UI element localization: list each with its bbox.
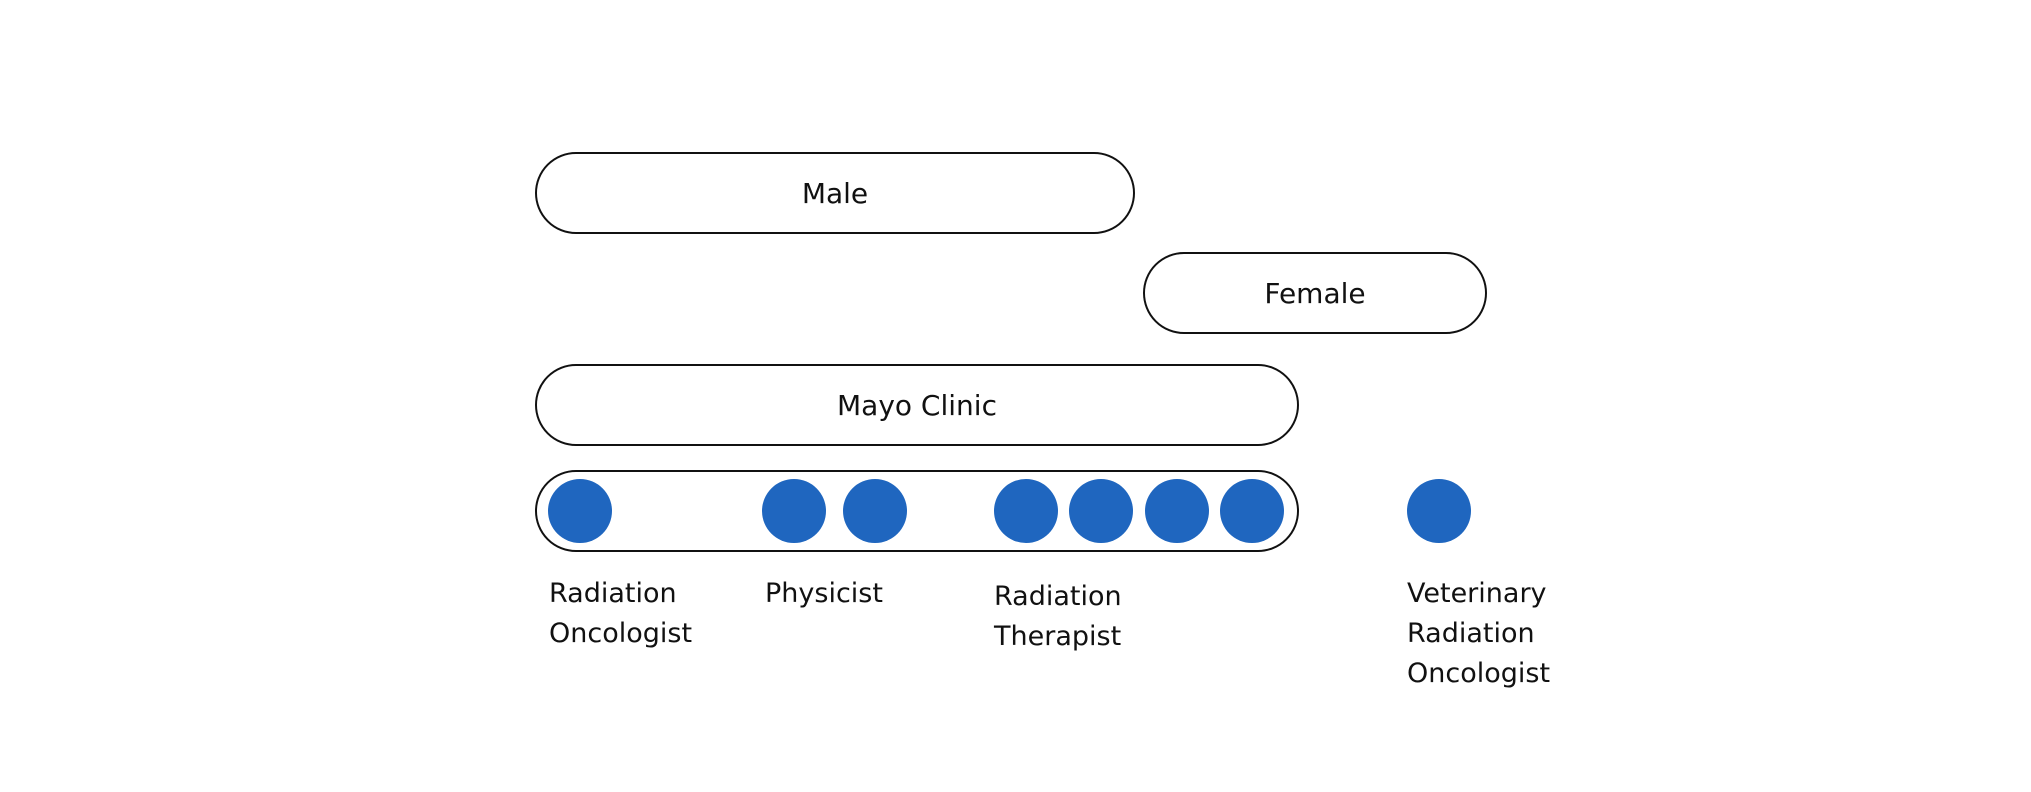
- role-label-line: Radiation: [1407, 618, 1535, 649]
- role-label-line: Oncologist: [1407, 658, 1551, 689]
- role-label-line: Physicist: [765, 578, 883, 609]
- person-dot-radiation-therapist: [1220, 479, 1284, 543]
- role-label-veterinary-radiation-oncologist: Veterinary Radiation Oncologist: [1407, 574, 1550, 694]
- person-dot-radiation-therapist: [1069, 479, 1133, 543]
- role-label-line: Radiation: [994, 581, 1122, 612]
- person-dot-veterinary-radiation-oncologist: [1407, 479, 1471, 543]
- person-dot-radiation-oncologist: [548, 479, 612, 543]
- mayo-clinic-group-pill: Mayo Clinic: [535, 364, 1299, 446]
- role-label-line: Oncologist: [549, 618, 693, 649]
- person-dot-physicist: [762, 479, 826, 543]
- person-dot-radiation-therapist: [1145, 479, 1209, 543]
- role-label-physicist: Physicist: [765, 574, 883, 614]
- role-label-line: Radiation: [549, 578, 677, 609]
- female-group-pill: Female: [1143, 252, 1487, 334]
- person-dot-radiation-therapist: [994, 479, 1058, 543]
- male-group-pill: Male: [535, 152, 1135, 234]
- role-label-radiation-therapist: Radiation Therapist: [994, 577, 1122, 657]
- person-dot-physicist: [843, 479, 907, 543]
- male-group-label: Male: [801, 176, 869, 210]
- role-label-line: Therapist: [994, 621, 1122, 652]
- role-label-radiation-oncologist: Radiation Oncologist: [549, 574, 692, 654]
- role-label-line: Veterinary: [1407, 578, 1547, 609]
- mayo-clinic-group-label: Mayo Clinic: [837, 388, 997, 422]
- female-group-label: Female: [1264, 276, 1366, 310]
